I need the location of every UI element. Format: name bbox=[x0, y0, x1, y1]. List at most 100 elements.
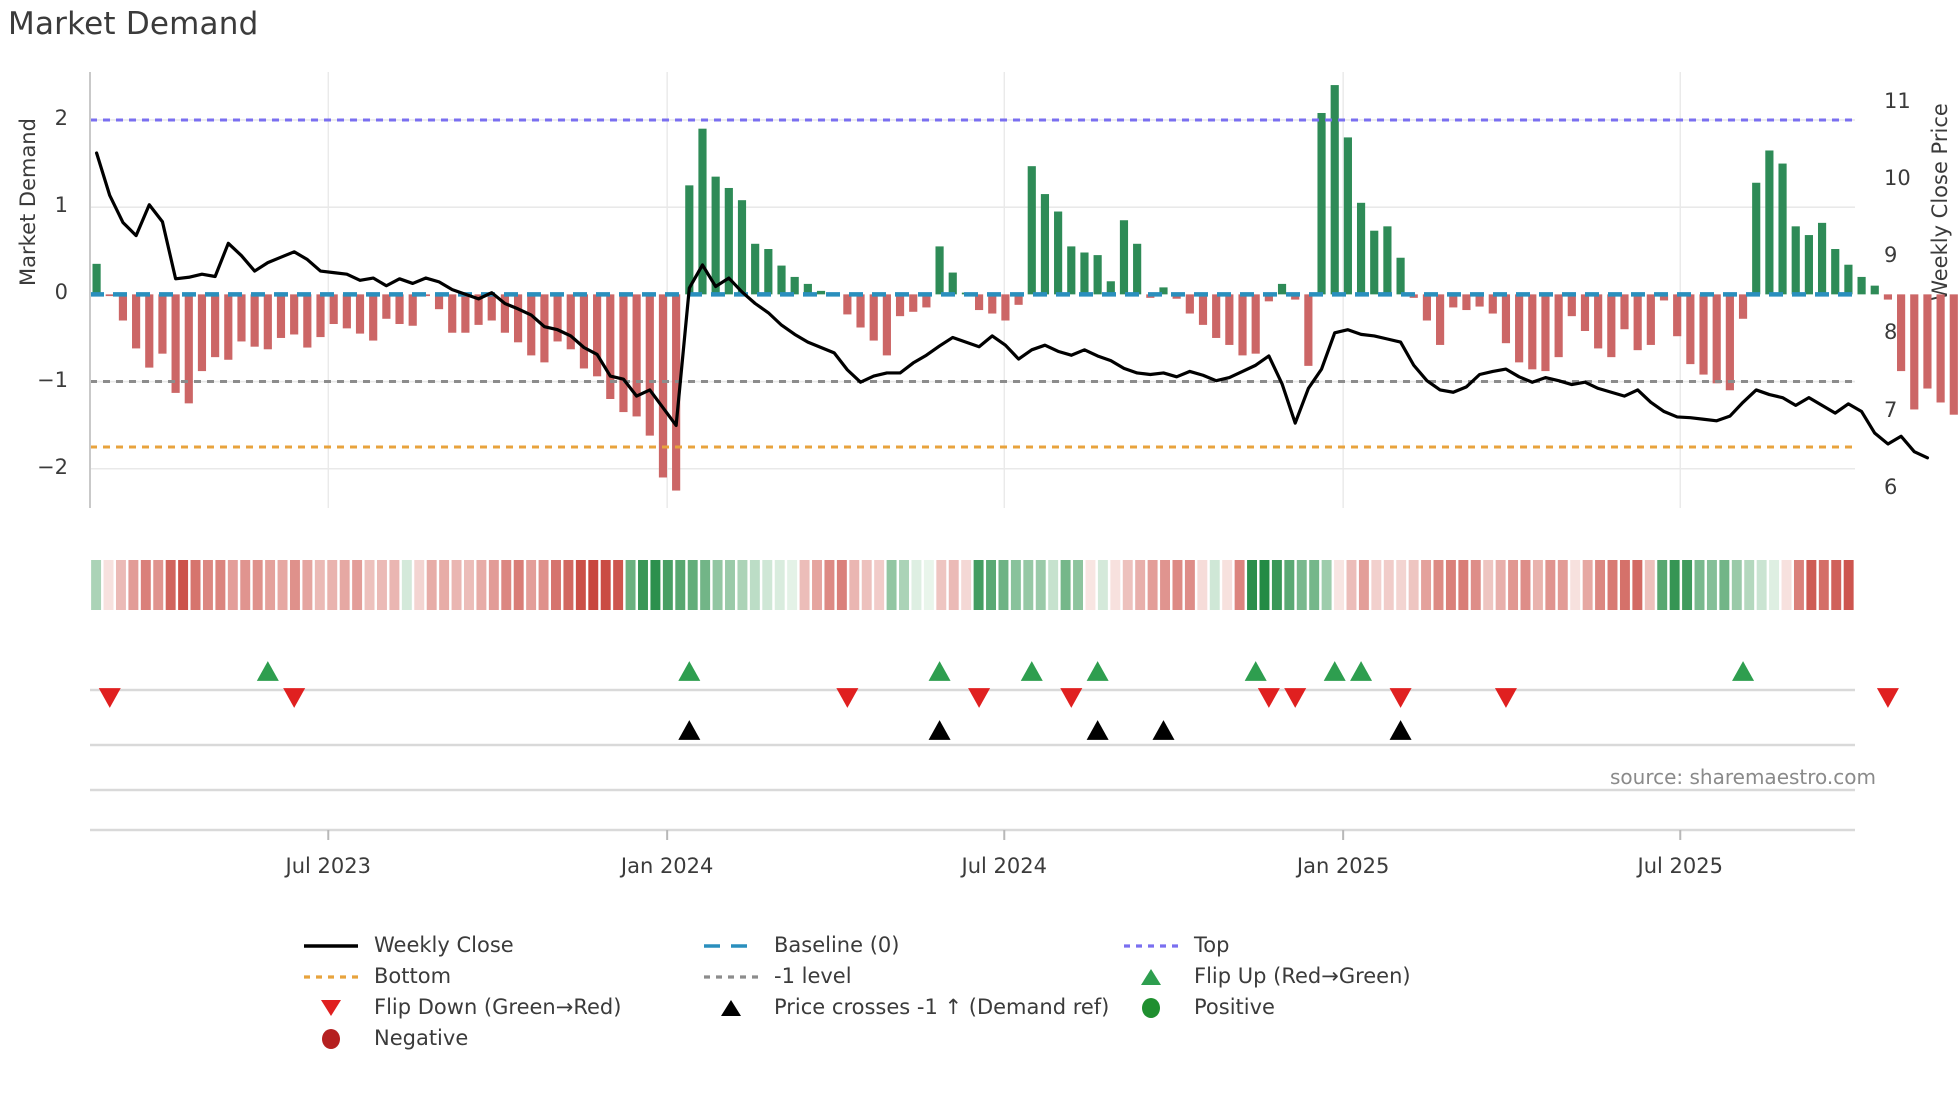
heatmap-cell bbox=[1284, 560, 1295, 610]
y-axis-left-tick: 1 bbox=[54, 193, 68, 218]
heatmap-cell bbox=[1520, 560, 1531, 610]
demand-bar bbox=[1725, 294, 1734, 391]
demand-bar bbox=[395, 294, 404, 325]
heatmap-cell bbox=[1607, 560, 1618, 610]
legend-item-price-cross[interactable]: Price crosses -1 ↑ (Demand ref) bbox=[700, 997, 1120, 1019]
heatmap-cell bbox=[1383, 560, 1394, 610]
demand-bar bbox=[619, 294, 628, 413]
demand-bar bbox=[369, 294, 378, 341]
demand-bar bbox=[672, 294, 681, 491]
heatmap-cell bbox=[1247, 560, 1258, 610]
heatmap-cell bbox=[1346, 560, 1357, 610]
heatmap-cell bbox=[551, 560, 561, 610]
heatmap-cell bbox=[948, 560, 959, 610]
demand-bar bbox=[1396, 257, 1405, 295]
flip-down-marker bbox=[1257, 688, 1280, 708]
heatmap-cell bbox=[1557, 560, 1568, 610]
flip-down-marker bbox=[283, 688, 306, 708]
legend-item-weekly-close[interactable]: Weekly Close bbox=[300, 935, 700, 957]
demand-bar bbox=[461, 294, 470, 333]
flip-up-marker bbox=[678, 661, 701, 681]
legend-item-flip-down[interactable]: Flip Down (Green→Red) bbox=[300, 997, 700, 1019]
flip-up-marker bbox=[1244, 661, 1267, 681]
legend-item-negative[interactable]: Negative bbox=[300, 1028, 700, 1050]
heatmap-cell bbox=[1682, 560, 1693, 610]
heatmap-cell bbox=[812, 560, 822, 610]
heatmap-cell bbox=[1744, 560, 1755, 610]
demand-bar bbox=[1198, 294, 1208, 325]
heatmap-cell bbox=[1421, 560, 1432, 610]
heatmap-cell bbox=[501, 560, 512, 610]
heatmap-cell bbox=[725, 560, 735, 610]
flip-down-marker bbox=[98, 688, 121, 708]
heatmap-cell bbox=[1831, 560, 1842, 610]
price-cross-marker bbox=[1389, 720, 1412, 740]
heatmap-cell bbox=[1793, 560, 1804, 610]
demand-bar bbox=[1567, 294, 1576, 317]
demand-bar bbox=[1040, 194, 1050, 295]
heatmap-cell bbox=[426, 560, 437, 610]
heatmap-cell bbox=[749, 560, 760, 610]
demand-bar bbox=[474, 294, 483, 325]
heatmap-cell bbox=[414, 560, 425, 610]
heatmap-cell bbox=[1706, 560, 1717, 610]
flip-down-marker bbox=[1494, 688, 1517, 708]
circle-icon bbox=[300, 1028, 362, 1050]
legend-item-bottom[interactable]: Bottom bbox=[300, 966, 700, 988]
legend-label: Negative bbox=[374, 1026, 469, 1050]
y-axis-left-tick: −2 bbox=[37, 454, 68, 479]
y-axis-right-tick: 10 bbox=[1884, 166, 1911, 191]
heatmap-cell bbox=[128, 560, 139, 610]
legend-item-top[interactable]: Top bbox=[1120, 935, 1550, 957]
heatmap-cell bbox=[1358, 560, 1369, 610]
heatmap-cell bbox=[874, 560, 885, 610]
heatmap-cell bbox=[389, 560, 400, 610]
demand-bar bbox=[1027, 166, 1036, 295]
demand-bar bbox=[988, 294, 997, 314]
legend-label: Top bbox=[1194, 933, 1230, 957]
demand-bar bbox=[975, 294, 984, 311]
heatmap-cell bbox=[1570, 560, 1581, 610]
heatmap-cell bbox=[1309, 560, 1320, 610]
legend-item-minus-1-level[interactable]: -1 level bbox=[700, 966, 1120, 988]
demand-bar bbox=[171, 294, 180, 393]
heatmap-cell bbox=[1632, 560, 1643, 610]
demand-bar bbox=[158, 294, 167, 354]
source-note: source: sharemaestro.com bbox=[1610, 765, 1876, 789]
x-axis-tick: Jul 2024 bbox=[961, 854, 1047, 878]
demand-bar bbox=[1817, 222, 1827, 295]
demand-bar bbox=[869, 294, 878, 341]
heatmap-cell bbox=[824, 560, 835, 610]
demand-bar bbox=[1119, 220, 1129, 295]
heatmap-cell bbox=[1234, 560, 1245, 610]
y-axis-right-tick: 8 bbox=[1884, 320, 1898, 345]
heatmap-cell bbox=[1644, 560, 1655, 610]
demand-bar bbox=[1106, 281, 1115, 295]
demand-bar bbox=[909, 294, 918, 312]
dotted-line-icon bbox=[1120, 935, 1182, 957]
legend-item-positive[interactable]: Positive bbox=[1120, 997, 1550, 1019]
demand-bar bbox=[1541, 294, 1550, 372]
demand-bar bbox=[1515, 294, 1524, 363]
heatmap-cell bbox=[1296, 560, 1307, 610]
demand-bar bbox=[1607, 294, 1616, 358]
price-cross-marker bbox=[678, 720, 701, 740]
heatmap-cell bbox=[836, 560, 847, 610]
legend-item-flip-up[interactable]: Flip Up (Red→Green) bbox=[1120, 966, 1550, 988]
demand-bar bbox=[685, 185, 694, 295]
flip-up-marker bbox=[256, 661, 279, 681]
demand-bar bbox=[1317, 112, 1326, 295]
demand-bar bbox=[803, 283, 812, 295]
demand-bar bbox=[1422, 294, 1432, 321]
demand-bar bbox=[1264, 294, 1273, 302]
demand-bar bbox=[211, 294, 220, 358]
demand-bar bbox=[1356, 202, 1366, 295]
demand-bar bbox=[1738, 294, 1748, 319]
heatmap-cell bbox=[1060, 560, 1071, 610]
heatmap-cell bbox=[1172, 560, 1183, 610]
heatmap-cell bbox=[1160, 560, 1171, 610]
heatmap-cell bbox=[1073, 560, 1083, 610]
demand-bar bbox=[1554, 294, 1563, 358]
demand-bar bbox=[1594, 294, 1603, 349]
legend-item-baseline[interactable]: Baseline (0) bbox=[700, 935, 1120, 957]
